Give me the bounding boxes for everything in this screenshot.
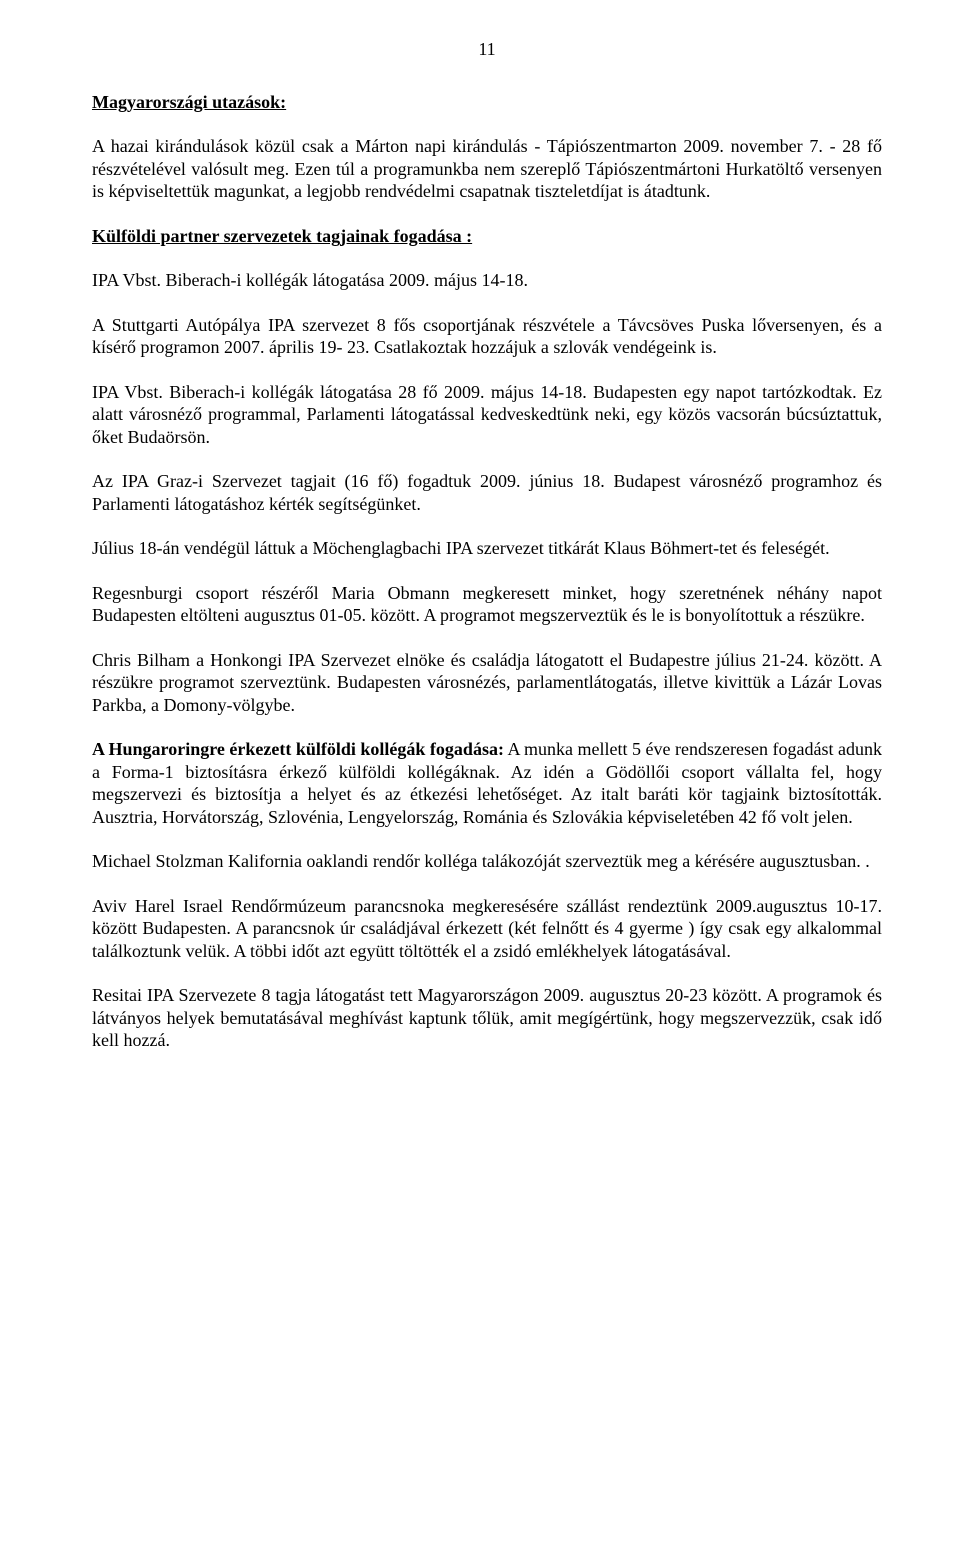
- paragraph: A hazai kirándulások közül csak a Márton…: [92, 135, 882, 203]
- paragraph: Michael Stolzman Kalifornia oaklandi ren…: [92, 850, 882, 873]
- paragraph: IPA Vbst. Biberach-i kollégák látogatása…: [92, 381, 882, 449]
- paragraph: Chris Bilham a Honkongi IPA Szervezet el…: [92, 649, 882, 717]
- paragraph: Július 18-án vendégül láttuk a Möchengla…: [92, 537, 882, 560]
- paragraph: IPA Vbst. Biberach-i kollégák látogatása…: [92, 269, 882, 292]
- document-page: 11 Magyarországi utazások: A hazai kirán…: [0, 0, 960, 1541]
- heading-partners: Külföldi partner szervezetek tagjainak f…: [92, 225, 882, 248]
- paragraph: Aviv Harel Israel Rendőrmúzeum parancsno…: [92, 895, 882, 963]
- paragraph: Regesnburgi csoport részéről Maria Obman…: [92, 582, 882, 627]
- paragraph: Resitai IPA Szervezete 8 tagja látogatás…: [92, 984, 882, 1052]
- heading-travels: Magyarországi utazások:: [92, 91, 882, 114]
- paragraph: A Stuttgarti Autópálya IPA szervezet 8 f…: [92, 314, 882, 359]
- page-number: 11: [92, 38, 882, 61]
- bold-run: A Hungaroringre érkezett külföldi kollég…: [92, 739, 504, 759]
- paragraph-hungaroring: A Hungaroringre érkezett külföldi kollég…: [92, 738, 882, 828]
- paragraph: Az IPA Graz-i Szervezet tagjait (16 fő) …: [92, 470, 882, 515]
